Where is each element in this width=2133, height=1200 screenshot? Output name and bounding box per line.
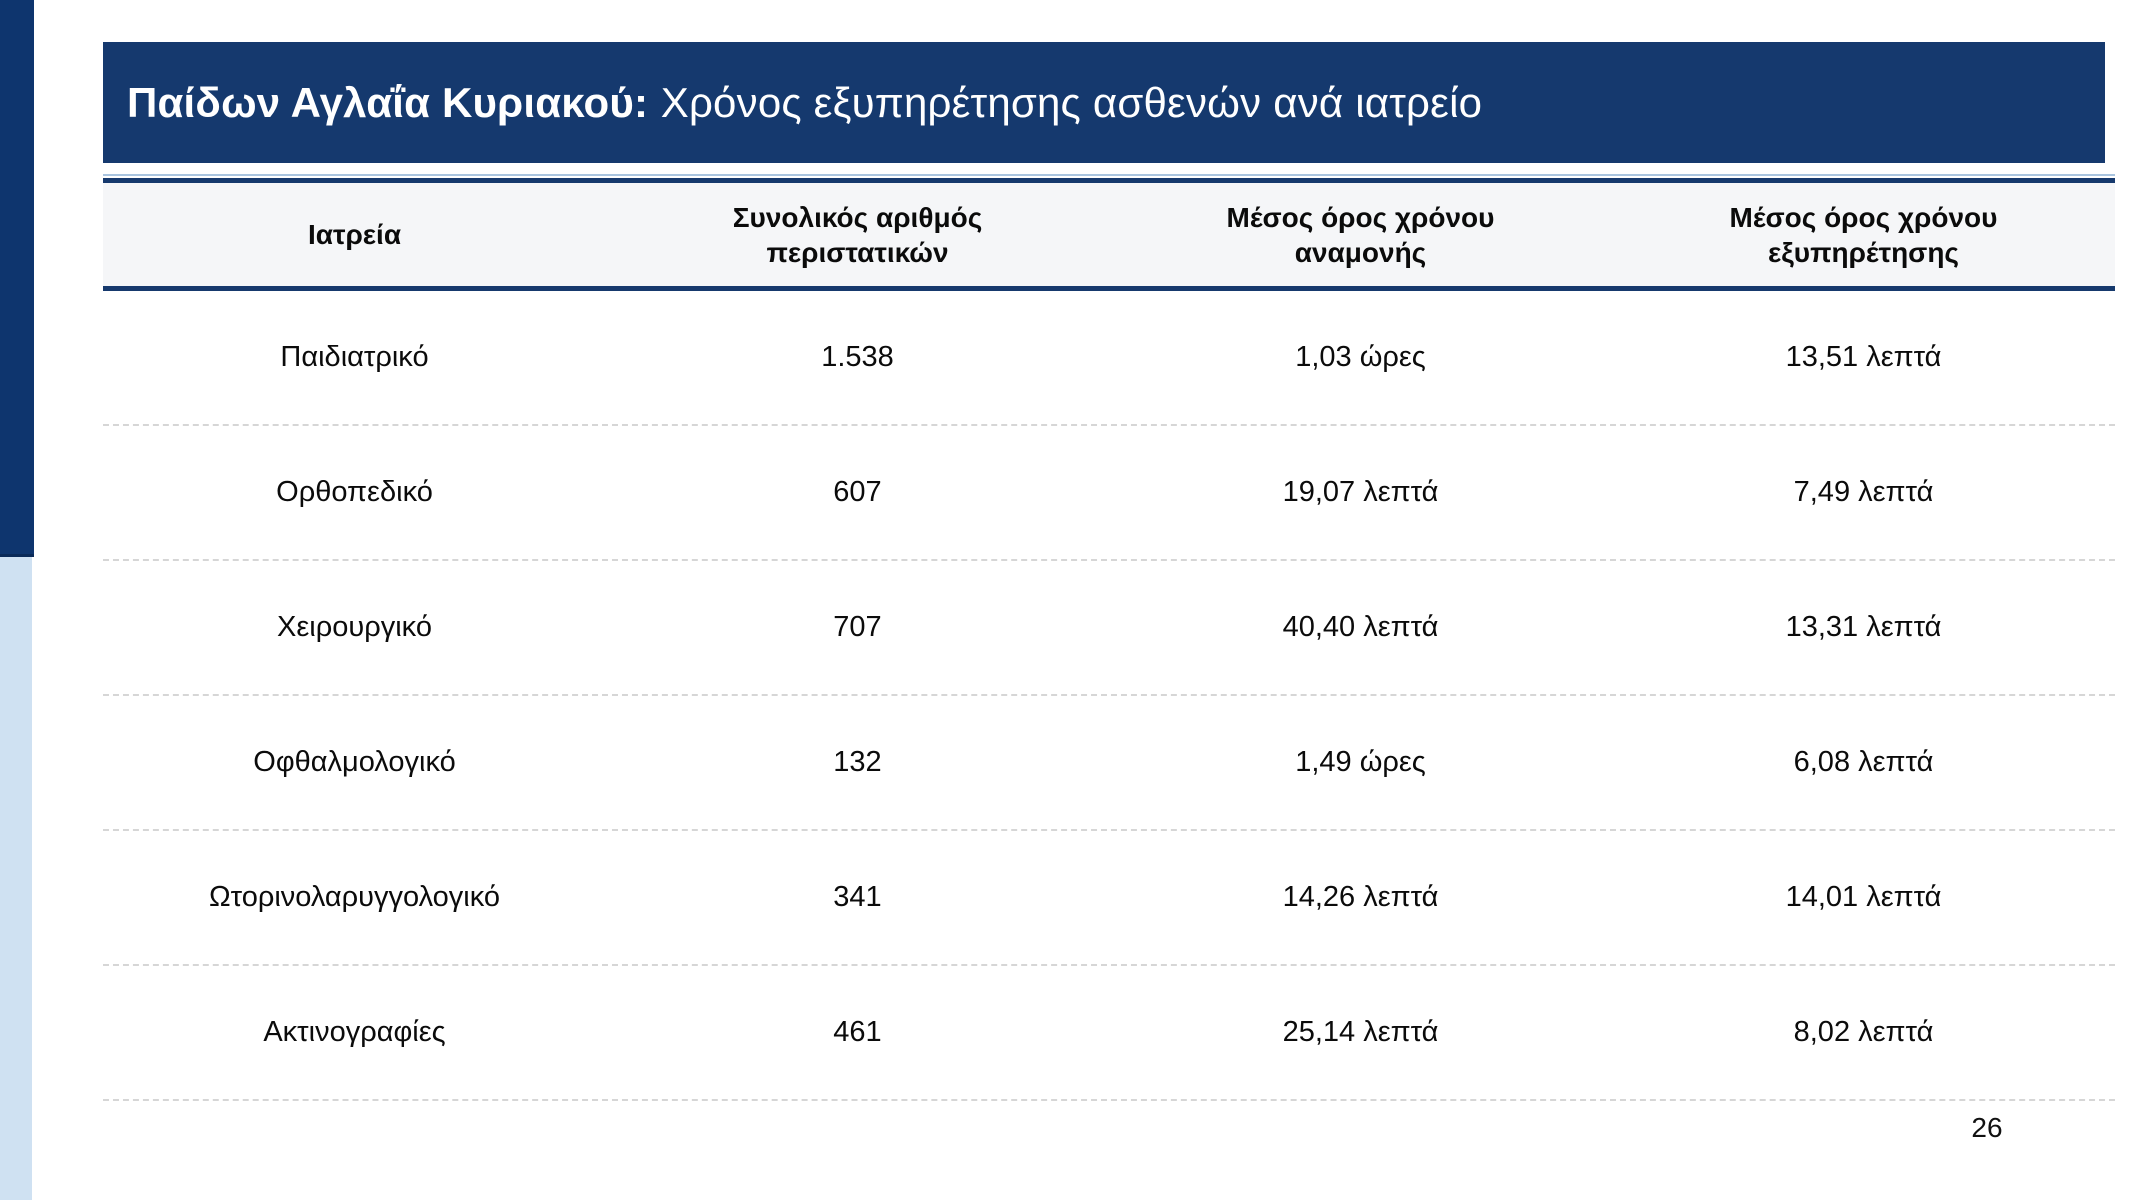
cell-avg-wait: 25,14 λεπτά [1282, 1016, 1439, 1048]
page-title-subject: Χρόνος εξυπηρέτησης ασθενών ανά ιατρείο [660, 78, 1483, 126]
cell-avg-wait: 19,07 λεπτά [1282, 476, 1439, 508]
cell-avg-service: 8,02 λεπτά [1793, 1016, 1934, 1048]
cell-avg-wait: 40,40 λεπτά [1282, 611, 1439, 643]
cell-avg-service: 7,49 λεπτά [1793, 476, 1934, 508]
table-row: Ορθοπεδικό 607 19,07 λεπτά 7,49 λεπτά [103, 426, 2115, 561]
cell-total-cases: 132 [833, 746, 882, 778]
title-divider-rule [103, 174, 2115, 183]
column-header-avg-wait-time: Μέσος όρος χρόνου αναμονής [1226, 201, 1495, 268]
page-title-hospital: Παίδων Αγλαΐα Κυριακού: [127, 78, 649, 126]
table-row: Ωτορινολαρυγγολογικό 341 14,26 λεπτά 14,… [103, 831, 2115, 966]
cell-total-cases: 461 [833, 1016, 882, 1048]
table-row: Οφθαλμολογικό 132 1,49 ώρες 6,08 λεπτά [103, 696, 2115, 831]
cell-total-cases: 1.538 [821, 341, 894, 373]
cell-avg-wait: 1,49 ώρες [1295, 746, 1426, 778]
cell-avg-wait: 1,03 ώρες [1295, 341, 1426, 373]
column-header-total-cases: Συνολικός αριθμός περιστατικών [732, 201, 983, 268]
cell-clinic: Ακτινογραφίες [263, 1016, 446, 1048]
table-row: Ακτινογραφίες 461 25,14 λεπτά 8,02 λεπτά [103, 966, 2115, 1101]
cell-avg-service: 13,31 λεπτά [1785, 611, 1942, 643]
column-header-avg-service-time: Μέσος όρος χρόνου εξυπηρέτησης [1729, 201, 1998, 268]
cell-clinic: Παιδιατρικό [280, 341, 429, 373]
table-row: Χειρουργικό 707 40,40 λεπτά 13,31 λεπτά [103, 561, 2115, 696]
page-title: Παίδων Αγλαΐα Κυριακού: Χρόνος εξυπηρέτη… [103, 42, 2105, 163]
table-row: Παιδιατρικό 1.538 1,03 ώρες 13,51 λεπτά [103, 291, 2115, 426]
clinics-table: Ιατρεία Συνολικός αριθμός περιστατικών Μ… [103, 183, 2115, 1101]
cell-avg-service: 13,51 λεπτά [1785, 341, 1942, 373]
cell-total-cases: 707 [833, 611, 882, 643]
cell-clinic: Ωτορινολαρυγγολογικό [208, 881, 501, 913]
column-header-clinic: Ιατρεία [307, 219, 402, 250]
cell-avg-service: 14,01 λεπτά [1785, 881, 1942, 913]
cell-total-cases: 341 [833, 881, 882, 913]
cell-avg-service: 6,08 λεπτά [1793, 746, 1934, 778]
left-accent-bar-light [0, 557, 32, 1200]
page-number: 26 [1971, 1112, 2003, 1143]
left-accent-bar-dark [0, 0, 34, 557]
cell-clinic: Οφθαλμολογικό [253, 746, 456, 778]
cell-clinic: Χειρουργικό [277, 611, 432, 643]
cell-avg-wait: 14,26 λεπτά [1282, 881, 1439, 913]
cell-clinic: Ορθοπεδικό [276, 476, 433, 508]
cell-total-cases: 607 [833, 476, 882, 508]
table-header-row: Ιατρεία Συνολικός αριθμός περιστατικών Μ… [103, 183, 2115, 291]
